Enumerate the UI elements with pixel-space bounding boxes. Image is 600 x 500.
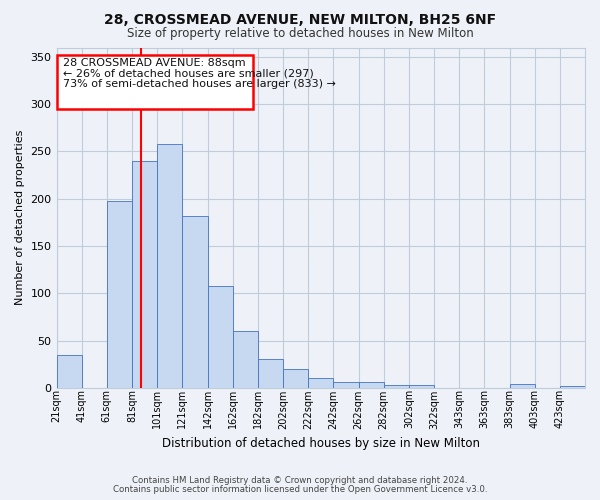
- Text: Contains HM Land Registry data © Crown copyright and database right 2024.: Contains HM Land Registry data © Crown c…: [132, 476, 468, 485]
- Bar: [383, 385, 409, 388]
- Bar: [233, 331, 258, 388]
- Text: 28, CROSSMEAD AVENUE, NEW MILTON, BH25 6NF: 28, CROSSMEAD AVENUE, NEW MILTON, BH25 6…: [104, 12, 496, 26]
- Text: Size of property relative to detached houses in New Milton: Size of property relative to detached ho…: [127, 28, 473, 40]
- Text: 73% of semi-detached houses are larger (833) →: 73% of semi-detached houses are larger (…: [63, 78, 336, 88]
- X-axis label: Distribution of detached houses by size in New Milton: Distribution of detached houses by size …: [162, 437, 480, 450]
- Bar: [132, 161, 157, 388]
- Bar: [409, 385, 434, 388]
- Bar: [157, 144, 182, 388]
- Bar: [182, 216, 208, 388]
- Text: Contains public sector information licensed under the Open Government Licence v3: Contains public sector information licen…: [113, 485, 487, 494]
- Bar: [359, 382, 383, 388]
- Text: ← 26% of detached houses are smaller (297): ← 26% of detached houses are smaller (29…: [63, 68, 314, 78]
- Bar: [56, 354, 82, 388]
- Bar: [283, 369, 308, 388]
- Y-axis label: Number of detached properties: Number of detached properties: [15, 130, 25, 306]
- FancyBboxPatch shape: [57, 55, 253, 109]
- Text: 28 CROSSMEAD AVENUE: 88sqm: 28 CROSSMEAD AVENUE: 88sqm: [63, 58, 245, 68]
- Bar: [509, 384, 535, 388]
- Bar: [258, 360, 283, 388]
- Bar: [107, 200, 132, 388]
- Bar: [308, 378, 334, 388]
- Bar: [560, 386, 585, 388]
- Bar: [334, 382, 359, 388]
- Bar: [208, 286, 233, 388]
